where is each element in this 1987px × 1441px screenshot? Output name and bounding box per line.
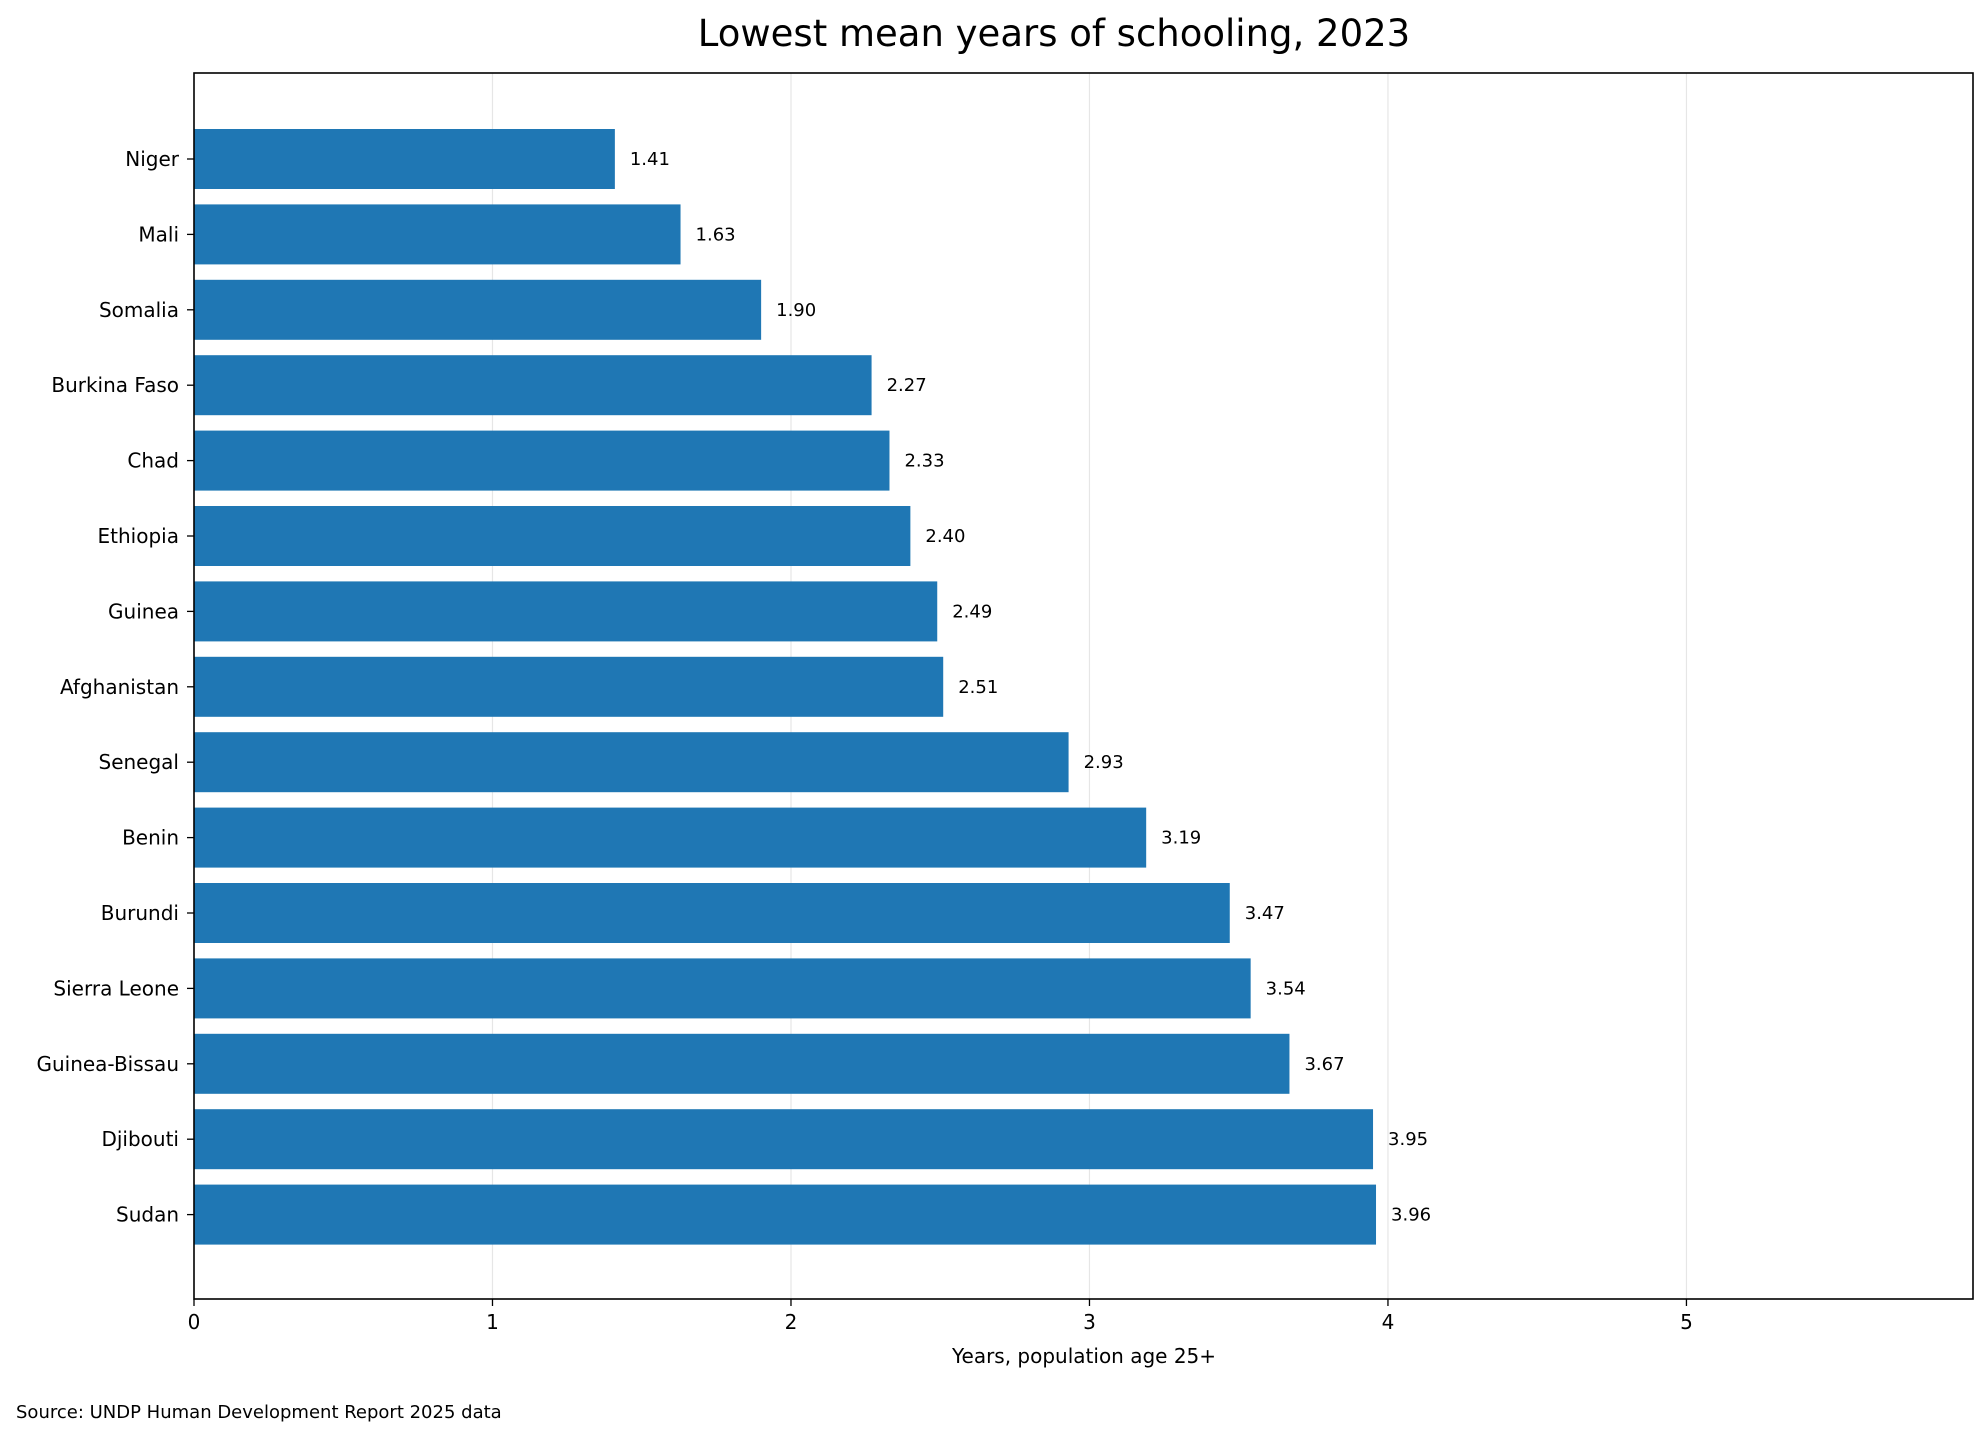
bar-value-label: 2.27: [887, 375, 927, 396]
bar: [194, 807, 1147, 868]
plot-frame: [193, 72, 1974, 1300]
bar: [194, 732, 1069, 793]
bar: [194, 1184, 1377, 1245]
bar: [194, 506, 911, 566]
bar-value-label: 3.54: [1266, 978, 1306, 999]
bar-value-label: 3.95: [1388, 1129, 1428, 1150]
bar: [194, 355, 872, 416]
bar: [194, 581, 938, 642]
bar-value-label: 2.40: [925, 526, 965, 547]
bar-value-label: 2.49: [952, 601, 992, 622]
bar-value-label: 1.63: [696, 224, 736, 245]
x-tick-label: 4: [1382, 1310, 1395, 1334]
x-axis-label: Years, population age 25+: [951, 1344, 1216, 1368]
bar: [194, 1109, 1374, 1170]
bar: [194, 883, 1230, 943]
chart-title: Lowest mean years of schooling, 2023: [698, 12, 1410, 55]
value-labels: 1.41 1.63 1.90 2.27 2.33 2.40 2.49 2.51 2.93 3.19…: [630, 149, 1431, 1226]
y-tick-label: Senegal: [99, 750, 180, 774]
bar-value-label: 3.47: [1245, 903, 1285, 924]
bar: [194, 279, 762, 340]
x-tick-label: 3: [1083, 1310, 1096, 1334]
y-tick-label: Djibouti: [101, 1127, 179, 1151]
bars: [194, 129, 1377, 1245]
y-tick-label: Guinea-Bissau: [36, 1052, 179, 1076]
y-tick-label: Afghanistan: [60, 675, 179, 699]
x-axis-ticks: 0 1 2 3 4 5: [188, 1299, 1693, 1334]
y-axis-ticks: Niger Mali Somalia Burkina Faso Chad Ethiopia…: [36, 147, 194, 1227]
y-tick-label: Mali: [138, 222, 179, 246]
bar: [194, 204, 681, 265]
bar: [194, 129, 615, 189]
bar-value-label: 2.51: [958, 677, 998, 698]
bar-value-label: 3.19: [1161, 828, 1201, 849]
bar: [194, 430, 890, 491]
bar: [194, 656, 944, 717]
x-tick-label: 2: [785, 1310, 798, 1334]
y-tick-label: Guinea: [108, 599, 179, 623]
bar-value-label: 2.33: [904, 451, 944, 472]
bar-value-label: 3.96: [1391, 1205, 1431, 1226]
x-tick-label: 1: [486, 1310, 499, 1334]
y-tick-label: Ethiopia: [98, 524, 179, 548]
y-tick-label: Somalia: [99, 298, 179, 322]
y-tick-label: Burkina Faso: [51, 373, 179, 397]
y-tick-label: Benin: [122, 826, 179, 850]
bar-value-label: 2.93: [1084, 752, 1124, 773]
bar: [194, 1033, 1290, 1094]
y-tick-label: Niger: [125, 147, 180, 171]
y-tick-label: Sudan: [116, 1203, 179, 1227]
bar-value-label: 1.41: [630, 149, 670, 170]
y-tick-label: Sierra Leone: [53, 976, 179, 1000]
bar-value-label: 3.67: [1304, 1054, 1344, 1075]
x-tick-label: 0: [188, 1310, 201, 1334]
bar-value-label: 1.90: [776, 300, 816, 321]
y-tick-label: Burundi: [101, 901, 179, 925]
bar: [194, 958, 1251, 1019]
source-note: Source: UNDP Human Development Report 20…: [16, 1402, 502, 1423]
x-tick-label: 5: [1680, 1310, 1693, 1334]
y-tick-label: Chad: [127, 449, 179, 473]
